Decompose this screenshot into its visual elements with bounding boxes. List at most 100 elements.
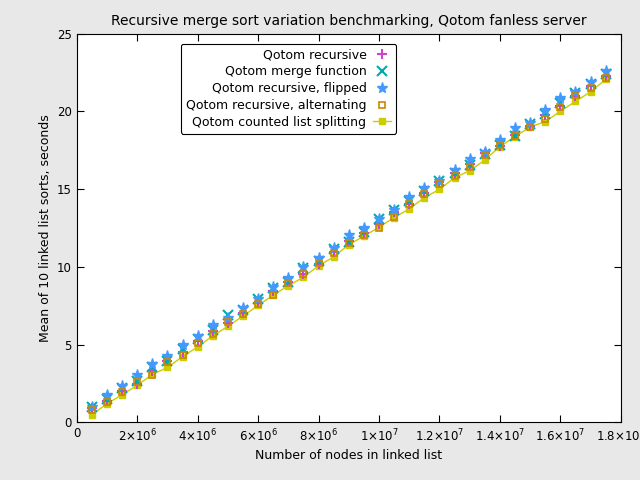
Qotom recursive, alternating — [451, 174, 458, 180]
Qotom recursive — [390, 209, 398, 215]
Qotom merge function — [466, 162, 474, 168]
Qotom merge function — [390, 207, 398, 213]
Qotom counted list splitting — [375, 224, 383, 230]
Qotom recursive — [88, 405, 96, 411]
Qotom counted list splitting — [587, 89, 595, 95]
Qotom counted list splitting — [360, 233, 368, 239]
Qotom counted list splitting — [239, 313, 247, 319]
Qotom recursive, flipped — [481, 149, 489, 155]
Qotom merge function — [133, 378, 141, 384]
Qotom counted list splitting — [420, 195, 428, 201]
Qotom recursive, flipped — [602, 68, 609, 74]
Qotom recursive, flipped — [496, 137, 504, 143]
Title: Recursive merge sort variation benchmarking, Qotom fanless server: Recursive merge sort variation benchmark… — [111, 14, 587, 28]
Qotom recursive — [466, 161, 474, 167]
Qotom recursive — [541, 112, 549, 118]
Qotom recursive, alternating — [572, 92, 579, 98]
Qotom recursive, flipped — [285, 275, 292, 281]
Qotom recursive, alternating — [330, 251, 337, 256]
Qotom merge function — [587, 81, 595, 87]
Qotom counted list splitting — [572, 98, 579, 104]
Line: Qotom counted list splitting: Qotom counted list splitting — [88, 76, 609, 418]
Qotom merge function — [315, 258, 323, 264]
Y-axis label: Mean of 10 linked list sorts, seconds: Mean of 10 linked list sorts, seconds — [38, 114, 51, 342]
Qotom recursive, alternating — [526, 124, 534, 130]
Qotom merge function — [269, 286, 277, 291]
Qotom recursive — [285, 279, 292, 285]
Qotom recursive, flipped — [300, 264, 307, 269]
Qotom recursive, flipped — [511, 125, 519, 131]
Qotom merge function — [405, 198, 413, 204]
Qotom merge function — [88, 404, 96, 410]
Qotom counted list splitting — [103, 401, 111, 407]
Qotom recursive — [345, 238, 353, 244]
Qotom recursive, alternating — [164, 360, 172, 365]
Qotom recursive — [209, 328, 216, 334]
Qotom recursive, flipped — [405, 194, 413, 200]
Qotom recursive, alternating — [209, 331, 216, 337]
Qotom recursive, flipped — [164, 353, 172, 359]
Qotom recursive, alternating — [118, 389, 126, 395]
Qotom recursive, flipped — [254, 296, 262, 302]
Qotom recursive, flipped — [345, 232, 353, 238]
Qotom recursive, alternating — [254, 300, 262, 306]
Qotom recursive, alternating — [390, 214, 398, 219]
Qotom counted list splitting — [224, 324, 232, 329]
Qotom recursive, alternating — [466, 164, 474, 170]
Qotom recursive, flipped — [572, 89, 579, 95]
Qotom recursive, flipped — [209, 322, 216, 328]
Line: Qotom merge function: Qotom merge function — [87, 69, 611, 412]
Qotom recursive, alternating — [103, 399, 111, 405]
X-axis label: Number of nodes in linked list: Number of nodes in linked list — [255, 449, 442, 462]
Qotom counted list splitting — [466, 168, 474, 174]
Qotom recursive, alternating — [345, 240, 353, 246]
Qotom recursive, flipped — [88, 404, 96, 409]
Qotom recursive — [224, 320, 232, 326]
Qotom recursive, flipped — [224, 316, 232, 322]
Qotom recursive — [602, 73, 609, 79]
Qotom recursive, alternating — [375, 225, 383, 230]
Qotom recursive — [239, 310, 247, 316]
Qotom merge function — [194, 336, 202, 342]
Qotom merge function — [300, 265, 307, 271]
Qotom counted list splitting — [133, 383, 141, 388]
Qotom recursive — [315, 262, 323, 267]
Qotom merge function — [375, 216, 383, 222]
Qotom recursive — [557, 103, 564, 109]
Qotom recursive — [118, 388, 126, 394]
Qotom recursive, flipped — [239, 305, 247, 311]
Qotom recursive, alternating — [436, 181, 444, 187]
Qotom recursive, alternating — [285, 280, 292, 286]
Qotom recursive, alternating — [239, 311, 247, 317]
Qotom recursive, alternating — [511, 133, 519, 139]
Qotom recursive, alternating — [300, 272, 307, 277]
Qotom merge function — [254, 296, 262, 302]
Qotom counted list splitting — [315, 263, 323, 269]
Qotom recursive — [405, 201, 413, 207]
Qotom recursive, flipped — [390, 207, 398, 213]
Qotom recursive, alternating — [133, 380, 141, 385]
Qotom merge function — [420, 188, 428, 193]
Qotom counted list splitting — [164, 364, 172, 370]
Qotom recursive, alternating — [587, 85, 595, 91]
Qotom recursive, flipped — [420, 185, 428, 191]
Qotom counted list splitting — [269, 292, 277, 298]
Qotom counted list splitting — [496, 144, 504, 149]
Qotom merge function — [224, 312, 232, 318]
Qotom recursive — [526, 123, 534, 129]
Qotom recursive, alternating — [496, 142, 504, 148]
Qotom recursive, flipped — [118, 383, 126, 389]
Qotom recursive — [254, 300, 262, 306]
Qotom recursive, flipped — [148, 361, 156, 367]
Qotom merge function — [360, 229, 368, 235]
Qotom recursive, flipped — [103, 392, 111, 397]
Qotom merge function — [118, 385, 126, 391]
Qotom merge function — [164, 358, 172, 364]
Qotom merge function — [209, 327, 216, 333]
Qotom recursive — [164, 359, 172, 364]
Legend: Qotom recursive, Qotom merge function, Qotom recursive, flipped, Qotom recursive: Qotom recursive, Qotom merge function, Q… — [181, 44, 396, 134]
Qotom recursive, flipped — [194, 333, 202, 338]
Qotom recursive — [133, 382, 141, 387]
Qotom recursive — [330, 249, 337, 255]
Qotom merge function — [239, 308, 247, 313]
